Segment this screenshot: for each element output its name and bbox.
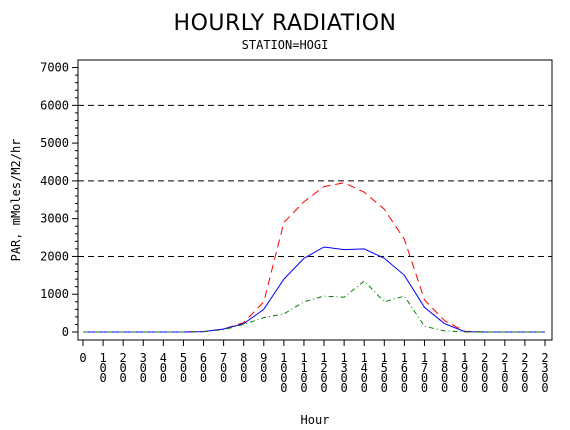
x-axis: 0 1 0 0 2 0 0 3 0 0 4 0 0 5 0 0 6 0 0 7 0 0 8 0 0 9 0 0 1 0 0 0 1 1 0 0 1 2 0 0… — [79, 340, 549, 395]
chart-title: HOURLY RADIATION — [174, 11, 397, 36]
y-tick-label: 3000 — [40, 212, 69, 226]
y-tick-label: 0 — [62, 325, 69, 339]
y-axis: 0 1000 2000 3000 4000 5000 6000 7000 — [40, 61, 78, 339]
series-lines — [83, 182, 545, 333]
x-axis-label: Hour — [301, 413, 330, 427]
y-tick-label: 5000 — [40, 136, 69, 150]
y-axis-label: PAR, mMoles/M2/hr — [9, 139, 23, 262]
chart-subtitle: STATION=HOGI — [242, 38, 329, 52]
series-line-3 — [83, 280, 545, 333]
y-tick-label: 7000 — [40, 61, 69, 75]
y-tick-label: 6000 — [40, 98, 69, 112]
y-tick-label: 1000 — [40, 287, 69, 301]
reference-lines — [78, 104, 552, 257]
y-tick-label: 4000 — [40, 174, 69, 188]
plot-frame — [77, 59, 553, 341]
y-tick-label: 2000 — [40, 249, 69, 263]
x-tick-label: 0 — [79, 351, 86, 365]
